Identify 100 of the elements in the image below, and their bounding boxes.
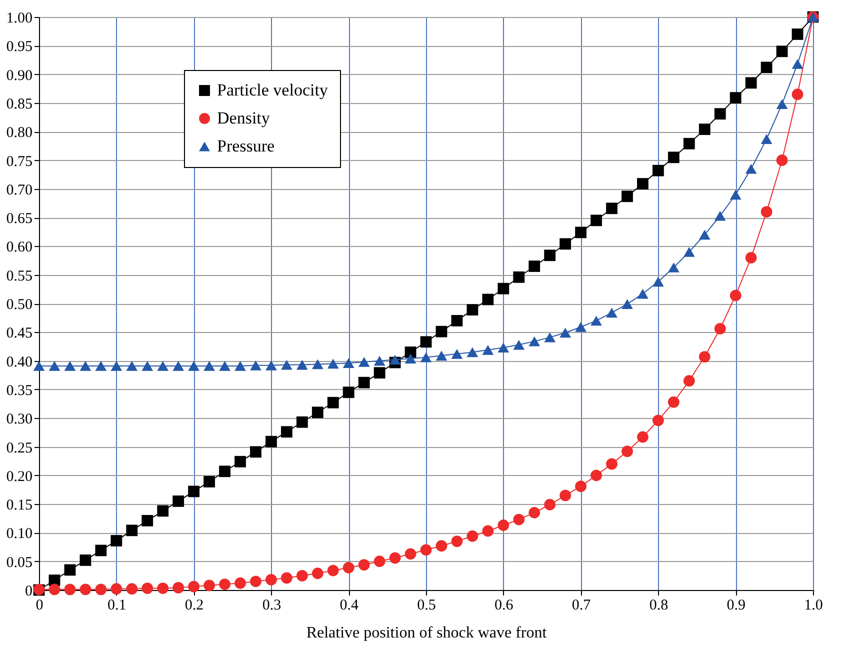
point bbox=[683, 246, 695, 257]
y-tick-label: 0.15 bbox=[6, 498, 32, 514]
x-tick-label: 1.0 bbox=[804, 598, 823, 614]
point bbox=[482, 294, 494, 306]
point bbox=[234, 361, 246, 371]
point bbox=[776, 99, 788, 110]
y-tick-label: 0.90 bbox=[6, 68, 32, 84]
point bbox=[312, 359, 324, 370]
point bbox=[730, 190, 742, 200]
y-tick-label: 0.45 bbox=[6, 326, 32, 342]
point bbox=[219, 361, 230, 371]
point bbox=[668, 262, 680, 272]
point bbox=[451, 348, 463, 359]
point bbox=[637, 431, 648, 443]
point bbox=[80, 361, 92, 371]
y-tick-label: 0.80 bbox=[6, 125, 32, 142]
point bbox=[296, 360, 308, 370]
point bbox=[698, 124, 710, 136]
point bbox=[142, 514, 154, 526]
point bbox=[188, 580, 200, 592]
point bbox=[234, 456, 246, 468]
point bbox=[404, 548, 416, 560]
point bbox=[714, 210, 726, 221]
point bbox=[266, 360, 277, 370]
y-tick-label: 0.30 bbox=[6, 412, 32, 428]
point bbox=[683, 138, 695, 150]
point bbox=[374, 356, 386, 366]
point bbox=[637, 178, 648, 190]
point bbox=[80, 554, 92, 566]
point bbox=[745, 164, 757, 174]
point bbox=[358, 376, 370, 388]
point bbox=[157, 361, 169, 371]
point bbox=[374, 367, 386, 379]
point bbox=[342, 386, 354, 398]
point bbox=[513, 514, 525, 526]
point bbox=[652, 164, 664, 176]
point bbox=[204, 361, 215, 371]
legend-label: Density bbox=[217, 108, 270, 128]
point bbox=[622, 299, 633, 310]
point bbox=[250, 446, 262, 458]
y-tick-label: 0.70 bbox=[6, 182, 32, 198]
point bbox=[451, 314, 463, 326]
point bbox=[296, 570, 308, 582]
point bbox=[64, 361, 76, 371]
point bbox=[528, 260, 540, 272]
point bbox=[606, 308, 618, 318]
point bbox=[188, 486, 200, 498]
point bbox=[575, 322, 586, 332]
point bbox=[745, 252, 757, 264]
point bbox=[266, 574, 277, 586]
point bbox=[48, 584, 60, 596]
point bbox=[110, 535, 122, 546]
y-tick-label: 0.85 bbox=[6, 96, 32, 112]
x-tick-label: 0.6 bbox=[494, 598, 514, 614]
point bbox=[513, 271, 525, 283]
point bbox=[760, 62, 772, 74]
point bbox=[280, 426, 292, 438]
point bbox=[157, 505, 169, 517]
point bbox=[776, 154, 788, 166]
point bbox=[466, 530, 478, 542]
y-tick-label: 0 bbox=[25, 584, 32, 600]
point bbox=[33, 361, 45, 371]
point bbox=[698, 351, 710, 362]
point bbox=[280, 360, 292, 370]
y-tick-label: 0.20 bbox=[6, 468, 32, 485]
y-tick-label: 0.25 bbox=[6, 440, 32, 456]
point bbox=[606, 458, 618, 470]
point bbox=[95, 361, 107, 371]
point bbox=[760, 134, 772, 144]
point bbox=[250, 576, 262, 588]
point bbox=[544, 498, 556, 510]
x-tick-label: 0 bbox=[36, 598, 44, 614]
point bbox=[575, 480, 586, 492]
y-tick-label: 0.65 bbox=[6, 211, 32, 228]
point bbox=[126, 583, 138, 595]
y-tick-label: 1.00 bbox=[6, 10, 32, 26]
point bbox=[590, 214, 602, 226]
point bbox=[219, 466, 230, 478]
point bbox=[95, 584, 107, 596]
point bbox=[80, 584, 92, 596]
point bbox=[95, 544, 107, 556]
point bbox=[436, 350, 448, 361]
point bbox=[110, 361, 122, 371]
y-tick-label: 0.40 bbox=[6, 354, 32, 370]
x-tick-label: 0.8 bbox=[649, 598, 668, 614]
point bbox=[560, 490, 572, 502]
point bbox=[466, 347, 478, 358]
point bbox=[560, 328, 572, 338]
point bbox=[389, 552, 401, 564]
point bbox=[342, 358, 354, 368]
legend-label: Pressure bbox=[217, 136, 275, 156]
y-tick-label: 0.35 bbox=[6, 382, 32, 399]
point bbox=[327, 564, 339, 576]
point bbox=[234, 577, 246, 589]
point bbox=[296, 416, 308, 428]
point bbox=[342, 562, 354, 574]
point bbox=[466, 304, 478, 316]
point bbox=[590, 470, 602, 482]
point bbox=[482, 525, 494, 537]
point bbox=[204, 580, 215, 592]
